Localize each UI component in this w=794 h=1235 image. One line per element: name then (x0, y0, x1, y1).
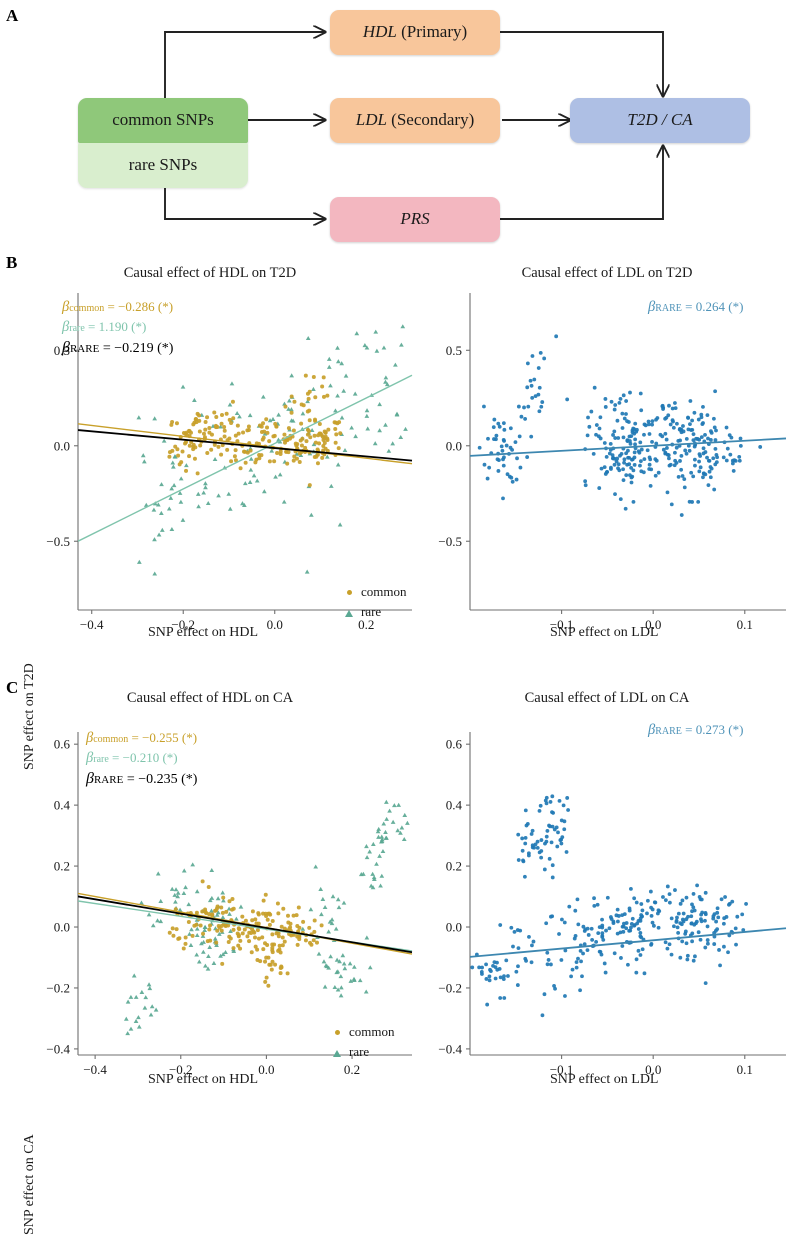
y-tick-label: −0.2 (438, 980, 462, 995)
legend-marker-rare (345, 610, 353, 617)
x-tick-label: −0.1 (550, 617, 574, 632)
y-tick-label: 0.6 (54, 737, 71, 752)
x-tick-label: 0.2 (358, 617, 374, 632)
y-tick-label: 0.0 (54, 920, 70, 935)
y-tick-label: 0.5 (446, 343, 462, 358)
diagram-node-hdl-label: HDL (Primary) (362, 22, 468, 42)
chart-title: Causal effect of HDL on CA (126, 690, 294, 706)
y-tick-label: 0.0 (54, 438, 70, 453)
x-axis-title: SNP effect on LDL (550, 1072, 659, 1087)
annotation-beta-RARE: βRARE = −0.219 (*) (62, 339, 174, 356)
y-tick-label: 0.2 (446, 859, 462, 874)
annotation-beta-rare: βrare = −0.210 (*) (86, 750, 178, 766)
panel-letter-b: B (6, 253, 18, 272)
x-tick-label: −0.2 (171, 617, 195, 632)
chart-title: Causal effect of HDL on T2D (123, 265, 297, 281)
annotation-beta-RARE: βRARE = −0.235 (*) (86, 770, 198, 787)
diagram-node-ldl-label: LDL (Secondary) (355, 110, 475, 130)
x-axis-title: SNP effect on HDL (148, 1072, 259, 1087)
y-tick-label: −0.5 (438, 534, 462, 549)
y-tick-label: 0.5 (54, 343, 70, 358)
legend-label-rare: rare (361, 604, 382, 619)
y-tick-label: 0.0 (446, 920, 462, 935)
diagram-node-outcome-label: T2D / CA (627, 110, 693, 130)
chart-ldl-on-ca: Causal effect of LDL on CA 0.6 0.4 0.2 0.0 −… (420, 690, 794, 1100)
x-tick-label: 0.0 (258, 1062, 274, 1077)
legend-marker-common (347, 590, 352, 595)
diagram-node-prs[interactable]: PRS (330, 197, 500, 242)
diagram-node-outcome[interactable]: T2D / CA (570, 98, 750, 143)
x-tick-label: 0.1 (737, 1062, 753, 1077)
diagram-node-hdl[interactable]: HDL (Primary) (330, 10, 500, 55)
x-axis-title: SNP effect on LDL (550, 625, 659, 640)
x-tick-label: −0.1 (550, 1062, 574, 1077)
panel-letter-c: C (6, 678, 19, 697)
y-tick-label: −0.5 (46, 534, 70, 549)
annotation-beta-RARE: βRARE = 0.273 (*) (648, 722, 744, 738)
legend-label-common: common (361, 584, 407, 599)
chart-ldl-on-t2d: Causal effect of LDL on T2D 0.5 0.0 −0.5 −0… (420, 265, 794, 655)
x-tick-label: 0.2 (344, 1062, 360, 1077)
annotation-beta-common: βcommon = −0.286 (*) (62, 299, 174, 315)
chart-hdl-on-ca: Causal effect of HDL on CA 0.6 0.4 0.2 0.0 −… (0, 690, 420, 1235)
legend-marker-common (335, 1030, 340, 1035)
y-tick-label: 0.2 (54, 859, 70, 874)
chart-title: Causal effect of LDL on CA (524, 690, 690, 706)
x-tick-label: 0.0 (267, 617, 283, 632)
y-tick-label: 0.4 (446, 798, 463, 813)
annotation-beta-common: βcommon = −0.255 (*) (86, 730, 198, 746)
chart-canvas: 0.6 0.4 0.2 0.0 −0.2 −0.4 −0.1 0.0 0.1 (438, 732, 787, 1077)
chart-canvas: 0.6 0.4 0.2 0.0 −0.2 −0.4 −0.4 −0.2 0.0 0.2 (46, 732, 413, 1077)
y-tick-label: −0.4 (46, 1041, 70, 1056)
y-axis-title: SNP effect on CA (22, 1134, 37, 1235)
legend-marker-rare (333, 1050, 341, 1057)
legend-label-rare: rare (349, 1044, 370, 1059)
annotation-beta-RARE: βRARE = 0.264 (*) (648, 299, 744, 315)
x-tick-label: −0.4 (83, 1062, 107, 1077)
y-tick-label: 0.4 (54, 798, 71, 813)
x-tick-label: 0.0 (645, 1062, 661, 1077)
diagram-node-common-snps-label: common SNPs (112, 110, 214, 130)
diagram-node-rare-snps[interactable]: rare SNPs (78, 143, 248, 188)
y-tick-label: −0.4 (438, 1041, 462, 1056)
x-tick-label: −0.2 (169, 1062, 193, 1077)
panel-letter-a: A (6, 6, 19, 25)
annotation-beta-rare: βrare = 1.190 (*) (62, 319, 147, 335)
chart-hdl-on-t2d: Causal effect of HDL on T2D 0.5 0.0 −0.5 −0… (0, 265, 420, 770)
x-axis-title: SNP effect on HDL (148, 625, 259, 640)
y-tick-label: 0.0 (446, 438, 462, 453)
y-tick-label: −0.2 (46, 980, 70, 995)
diagram-node-ldl[interactable]: LDL (Secondary) (330, 98, 500, 143)
x-tick-label: 0.1 (737, 617, 753, 632)
chart-canvas: 0.5 0.0 −0.5 −0.4 −0.2 0.0 0.2 (46, 293, 413, 632)
y-tick-label: 0.6 (446, 737, 463, 752)
diagram-node-common-snps[interactable]: common SNPs (78, 98, 248, 143)
legend-label-common: common (349, 1024, 395, 1039)
chart-title: Causal effect of LDL on T2D (521, 265, 693, 281)
x-tick-label: −0.4 (80, 617, 104, 632)
x-tick-label: 0.0 (645, 617, 661, 632)
diagram-node-rare-snps-label: rare SNPs (128, 155, 198, 175)
chart-canvas: 0.5 0.0 −0.5 −0.1 0.0 0.1 (438, 293, 787, 632)
panel-a-diagram: A HDL (Primary) LDL (Secondary) PRS T2D … (0, 0, 794, 250)
diagram-node-prs-label: PRS (400, 209, 430, 229)
